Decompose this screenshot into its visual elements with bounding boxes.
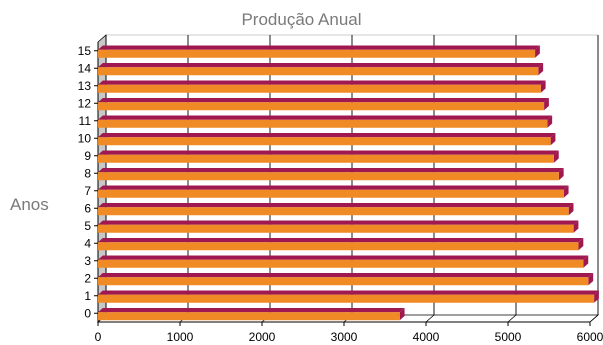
y-tick-label: 5 [84, 219, 91, 233]
bar [98, 84, 541, 93]
bar-top [98, 168, 564, 173]
y-tick-label: 1 [84, 289, 91, 303]
y-tick-label: 11 [79, 114, 92, 128]
bar [98, 137, 551, 146]
bar-top [98, 80, 546, 85]
bar [98, 224, 574, 233]
bar [98, 294, 595, 303]
y-tick-label: 15 [78, 44, 92, 58]
x-tick-label: 2000 [249, 330, 276, 344]
y-tick-label: 2 [84, 271, 91, 285]
bar [98, 154, 554, 163]
bar-top [98, 220, 579, 225]
bar-end [399, 308, 405, 321]
bar-end [583, 255, 589, 268]
y-axis-label: Anos [10, 195, 49, 214]
chart-title: Produção Anual [241, 10, 362, 29]
bar-end [563, 185, 569, 198]
bar-end [547, 115, 553, 128]
bar-top [98, 115, 553, 120]
bar [98, 312, 400, 321]
y-tick-label: 8 [84, 166, 91, 180]
y-tick-label: 7 [84, 184, 91, 198]
bar-end [538, 63, 544, 76]
bar [98, 119, 548, 128]
bar-top [98, 255, 589, 260]
y-tick-label: 14 [78, 61, 92, 75]
bar-top [98, 290, 599, 295]
bar [98, 67, 539, 76]
bar-end [568, 203, 574, 216]
bar [98, 102, 545, 111]
bar-end [558, 168, 564, 181]
x-tick-label: 1000 [167, 330, 194, 344]
x-tick-label: 0 [95, 330, 102, 344]
bar-end [573, 220, 579, 233]
bar [98, 277, 589, 286]
x-tick-label: 5000 [495, 330, 522, 344]
y-tick-label: 13 [78, 79, 92, 93]
y-tick-label: 3 [84, 254, 91, 268]
floor-gridline [507, 314, 517, 323]
bar-top [98, 133, 556, 138]
bar-end [535, 45, 540, 58]
bar [98, 259, 584, 268]
bar-top [98, 63, 544, 68]
bar-end [540, 80, 546, 93]
x-tick-label: 3000 [331, 330, 358, 344]
y-tick-label: 6 [84, 201, 91, 215]
bar-top [98, 308, 405, 313]
x-tick-label: 4000 [413, 330, 440, 344]
bar-end [594, 290, 599, 303]
bar-end [544, 98, 549, 111]
bar-top [98, 273, 594, 278]
bar-top [98, 185, 569, 190]
bar-top [98, 150, 559, 155]
y-tick-label: 9 [84, 149, 91, 163]
y-tick-label: 10 [78, 131, 92, 145]
floor-gridline [425, 314, 435, 323]
bar [98, 242, 579, 251]
bar-end [550, 133, 556, 146]
y-tick-label: 0 [84, 306, 91, 320]
y-tick-label: 4 [84, 236, 91, 250]
bar [98, 189, 564, 198]
bar-end [553, 150, 559, 163]
bar-top [98, 45, 540, 50]
y-tick-label: 12 [78, 96, 92, 110]
bar [98, 49, 536, 58]
bar-top [98, 203, 574, 208]
bar-top [98, 238, 584, 243]
floor-gridline [589, 314, 599, 323]
bar-end [578, 238, 584, 251]
x-tick-label: 6000 [577, 330, 603, 344]
bar-end [588, 273, 594, 286]
bar [98, 207, 569, 216]
bar-top [98, 98, 549, 103]
bar [98, 172, 559, 181]
